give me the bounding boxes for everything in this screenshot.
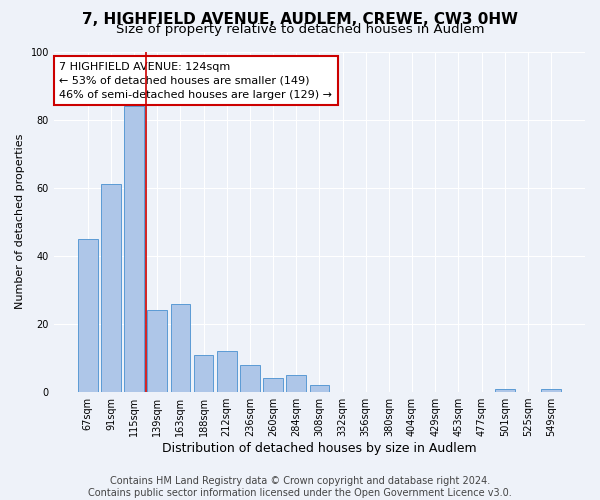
- Bar: [495, 388, 515, 392]
- X-axis label: Distribution of detached houses by size in Audlem: Distribution of detached houses by size …: [162, 442, 477, 455]
- Bar: [541, 388, 561, 392]
- Text: Contains HM Land Registry data © Crown copyright and database right 2024.
Contai: Contains HM Land Registry data © Crown c…: [88, 476, 512, 498]
- Bar: [240, 365, 260, 392]
- Text: 7, HIGHFIELD AVENUE, AUDLEM, CREWE, CW3 0HW: 7, HIGHFIELD AVENUE, AUDLEM, CREWE, CW3 …: [82, 12, 518, 28]
- Y-axis label: Number of detached properties: Number of detached properties: [15, 134, 25, 310]
- Bar: [101, 184, 121, 392]
- Bar: [310, 386, 329, 392]
- Bar: [217, 351, 236, 392]
- Bar: [124, 106, 144, 392]
- Bar: [78, 239, 98, 392]
- Bar: [148, 310, 167, 392]
- Text: 7 HIGHFIELD AVENUE: 124sqm
← 53% of detached houses are smaller (149)
46% of sem: 7 HIGHFIELD AVENUE: 124sqm ← 53% of deta…: [59, 62, 332, 100]
- Text: Size of property relative to detached houses in Audlem: Size of property relative to detached ho…: [116, 22, 484, 36]
- Bar: [170, 304, 190, 392]
- Bar: [194, 354, 214, 392]
- Bar: [286, 375, 306, 392]
- Bar: [263, 378, 283, 392]
